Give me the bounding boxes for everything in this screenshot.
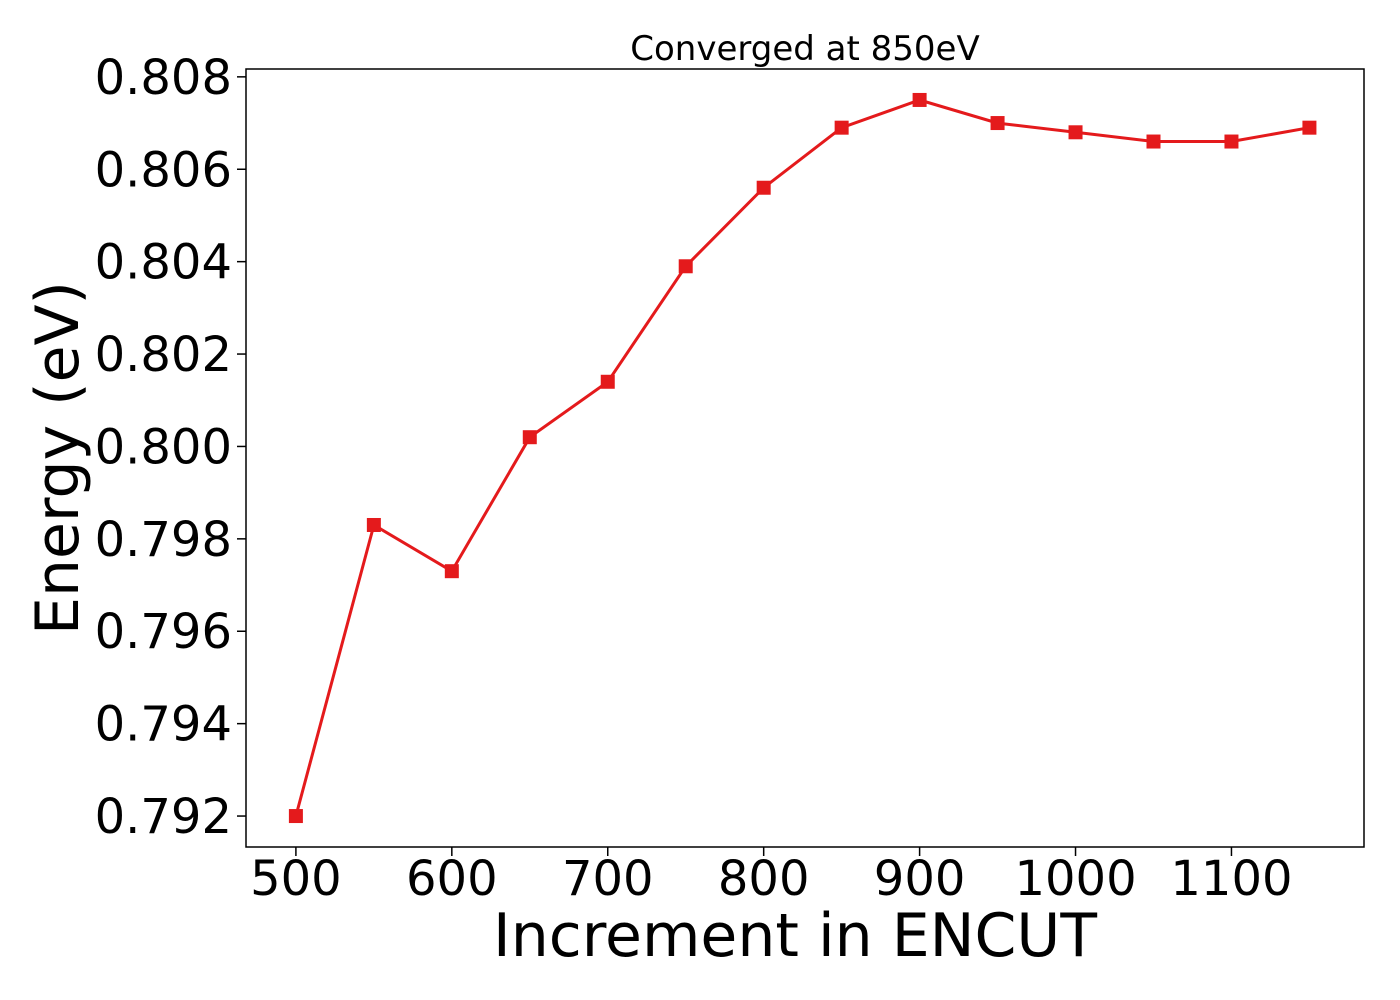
data-point-marker [1146,134,1161,149]
data-point-marker [1302,120,1317,135]
data-point-marker [444,564,459,579]
data-point-marker [756,180,771,195]
y-tick-label: 0.794 [95,697,232,753]
plot-frame [245,68,1365,848]
y-tick-label: 0.804 [95,235,232,291]
y-tick-label: 0.792 [95,789,232,845]
chart-title: Converged at 850eV [630,29,979,69]
data-point-marker [1224,134,1239,149]
x-tick-label: 600 [406,851,498,907]
x-tick-label: 900 [874,851,966,907]
data-point-marker [1068,125,1083,140]
y-tick-label: 0.808 [95,50,232,106]
x-tick-label: 700 [562,851,654,907]
data-point-marker [678,259,693,274]
data-point-marker [990,116,1005,131]
y-tick-label: 0.806 [95,142,232,198]
x-tick-label: 800 [718,851,810,907]
y-axis-label: Energy (eV) [23,281,93,635]
y-tick-label: 0.800 [95,419,232,475]
data-point-marker [600,374,615,389]
data-point-marker [912,92,927,107]
y-tick-label: 0.802 [95,327,232,383]
y-axis: 0.792 0.794 0.796 0.798 0.800 0.802 0.804 0.806… [95,50,246,845]
x-tick-label: 500 [250,851,342,907]
data-point-marker [288,809,303,824]
x-axis-label: Increment in ENCUT [493,901,1097,971]
data-point-marker [366,517,381,532]
y-tick-label: 0.796 [95,604,232,660]
data-point-marker [522,430,537,445]
data-point-marker [834,120,849,135]
series-line [294,98,1310,817]
x-axis: 500 600 700 800 900 1000 1100 [250,847,1293,907]
x-tick-label: 1100 [1170,851,1292,907]
x-tick-label: 1000 [1014,851,1136,907]
y-tick-label: 0.798 [95,512,232,568]
series-layer [288,92,1317,824]
